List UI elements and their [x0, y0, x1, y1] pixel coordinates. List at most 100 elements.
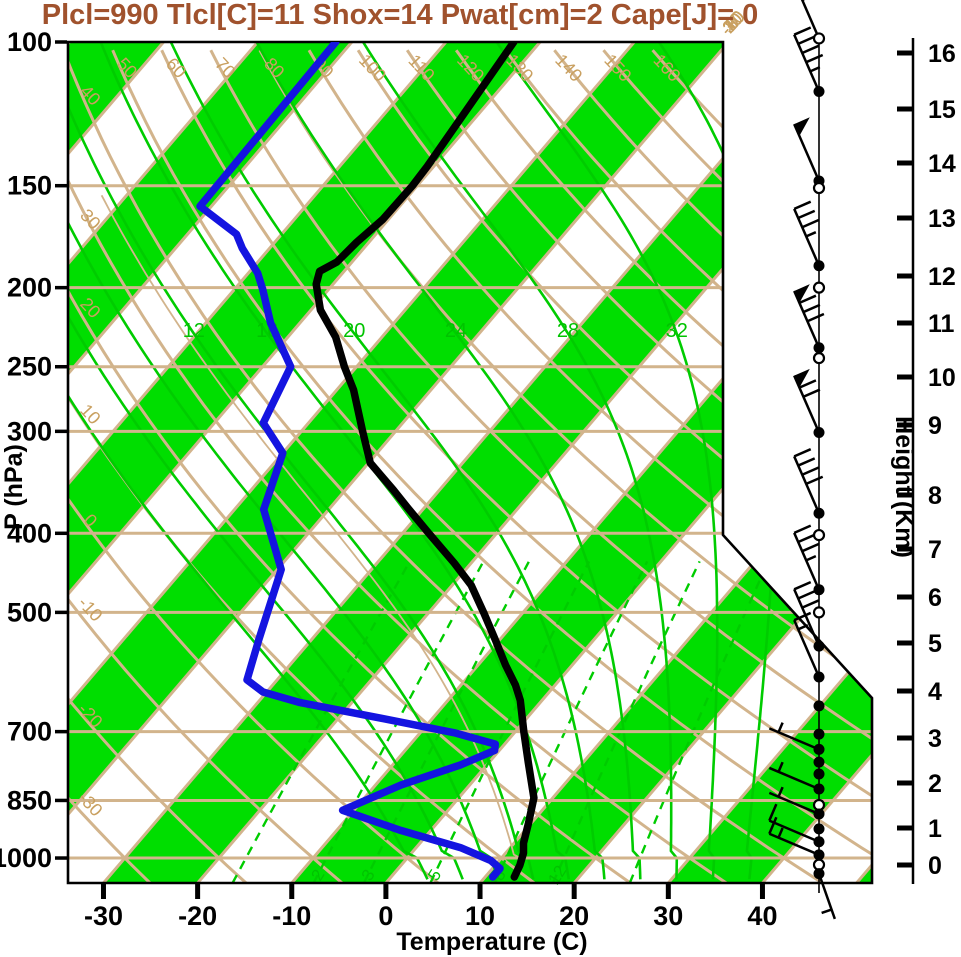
- wind-barb-full: [806, 312, 825, 323]
- height-tick-label: 16: [928, 40, 956, 68]
- parcel-curve: [100, 194, 521, 859]
- station-dot-filled: [813, 849, 825, 861]
- wind-barb-half: [797, 623, 809, 631]
- station-dot-filled: [813, 743, 825, 755]
- station-dot-filled: [813, 836, 825, 848]
- wind-barb-flag: [794, 284, 810, 303]
- dry-adiabat-label: 10: [76, 400, 104, 428]
- wind-barb-staff: [793, 455, 821, 514]
- height-tick-label: 14: [928, 150, 956, 178]
- dry-adiabat-line: [68, 49, 632, 883]
- height-tick-label: 15: [928, 96, 956, 124]
- dry-adiabat-line: [68, 49, 248, 883]
- temp-band: [480, 42, 872, 883]
- isotherm-line: [102, 42, 824, 883]
- height-tick-label: 1: [928, 815, 942, 843]
- dry-adiabat-line: [553, 49, 872, 883]
- moist-adiabat-line: [358, 42, 679, 880]
- dry-adiabat-line: [68, 49, 824, 883]
- temperature-axis-caption: Temperature (C): [396, 928, 587, 956]
- wind-barb-full: [797, 533, 816, 544]
- moist-adiabat-line: [68, 42, 429, 880]
- wind-barb-full: [768, 816, 778, 835]
- station-dot-open: [812, 606, 826, 619]
- wind-barb-full: [805, 475, 824, 486]
- height-tick-label: 4: [928, 678, 942, 706]
- isotherm-line: [68, 42, 448, 883]
- temp-tick-label: -30: [84, 901, 123, 931]
- dry-adiabat-label: 140: [551, 50, 586, 86]
- dry-adiabat-label: -10: [74, 593, 106, 626]
- station-dot-filled: [813, 700, 825, 712]
- moist-adiabat-label: 20: [343, 320, 365, 342]
- temp-tick-label: 40: [747, 901, 777, 931]
- dry-adiabat-line: [111, 49, 872, 883]
- moist-adiabat-label: 12: [183, 320, 205, 342]
- temp-tick-label: -10: [272, 901, 311, 931]
- temp-tick-label: 20: [559, 901, 589, 931]
- dry-adiabat-line: [307, 49, 872, 883]
- wind-barb-full: [801, 542, 820, 553]
- profile-curves: [196, 42, 538, 881]
- mixing-ratio-line: [312, 560, 485, 883]
- isotherm-line: [68, 42, 259, 883]
- height-tick-label: 8: [928, 482, 942, 510]
- wind-barb-full: [797, 209, 816, 220]
- height-tick-label: 5: [928, 630, 942, 658]
- plot-border: [66, 40, 874, 885]
- mixing-ratio-line: [362, 560, 531, 883]
- wind-barb-full: [793, 524, 812, 534]
- dry-adiabat-line: [504, 49, 872, 883]
- mixing-ratio-line: [551, 560, 701, 883]
- wind-barb-full: [793, 580, 812, 591]
- station-dot-filled: [813, 640, 825, 652]
- wind-barb-full: [801, 218, 820, 229]
- station-dot-filled: [813, 768, 825, 780]
- pressure-tick-label: 300: [7, 416, 52, 446]
- station-dot-open: [812, 32, 826, 45]
- wind-barb-staff: [793, 208, 821, 267]
- pressure-tick-label: 850: [7, 785, 52, 815]
- dry-adiabat-line: [68, 49, 440, 883]
- station-dot-filled: [813, 868, 825, 880]
- height-tick-label: 11: [928, 310, 955, 338]
- temp-tick-label: 30: [653, 901, 683, 931]
- pressure-tick-label: 400: [7, 518, 52, 548]
- moist-adiabat-line: [68, 42, 464, 880]
- height-tick-label: 6: [928, 584, 942, 612]
- pressure-axis-caption: P (hPa): [0, 444, 28, 530]
- station-dot-filled: [813, 808, 825, 820]
- pressure-tick-label: 100: [7, 27, 52, 57]
- wind-barb-flag: [794, 117, 810, 137]
- wind-barb-full: [801, 599, 820, 609]
- temp-tick-label: 10: [465, 901, 495, 931]
- wind-barb-staff: [793, 123, 821, 182]
- pressure-tick-label: 1000: [0, 843, 52, 873]
- station-dot-open: [812, 352, 826, 365]
- height-tick-label: 13: [928, 205, 956, 233]
- wind-barb-staff: [768, 819, 820, 843]
- wind-barb-full: [793, 611, 812, 622]
- station-dot-filled: [813, 507, 825, 519]
- dry-adiabat-line: [160, 49, 872, 883]
- temp-band: [68, 42, 352, 883]
- moist-adiabat-line: [252, 42, 642, 880]
- station-dot-filled: [813, 584, 825, 596]
- station-dot-filled: [813, 260, 825, 272]
- station-dot-filled: [813, 728, 825, 740]
- wind-barb-full: [797, 35, 816, 45]
- wind-barb-staff: [817, 873, 837, 920]
- mixing-ratio-line: [628, 560, 770, 883]
- temp-tick-label: -20: [178, 901, 217, 931]
- station-dot-open: [812, 181, 826, 195]
- dry-adiabat-line: [68, 49, 728, 883]
- wind-barb-full: [805, 53, 824, 64]
- moist-adiabat-label: 32: [666, 320, 688, 342]
- station-dot-filled: [813, 823, 825, 835]
- wind-barb-full: [802, 388, 821, 398]
- wind-barb-full: [801, 466, 820, 476]
- pressure-tick-label: 200: [7, 273, 52, 303]
- dewpoint-curve: [196, 42, 504, 881]
